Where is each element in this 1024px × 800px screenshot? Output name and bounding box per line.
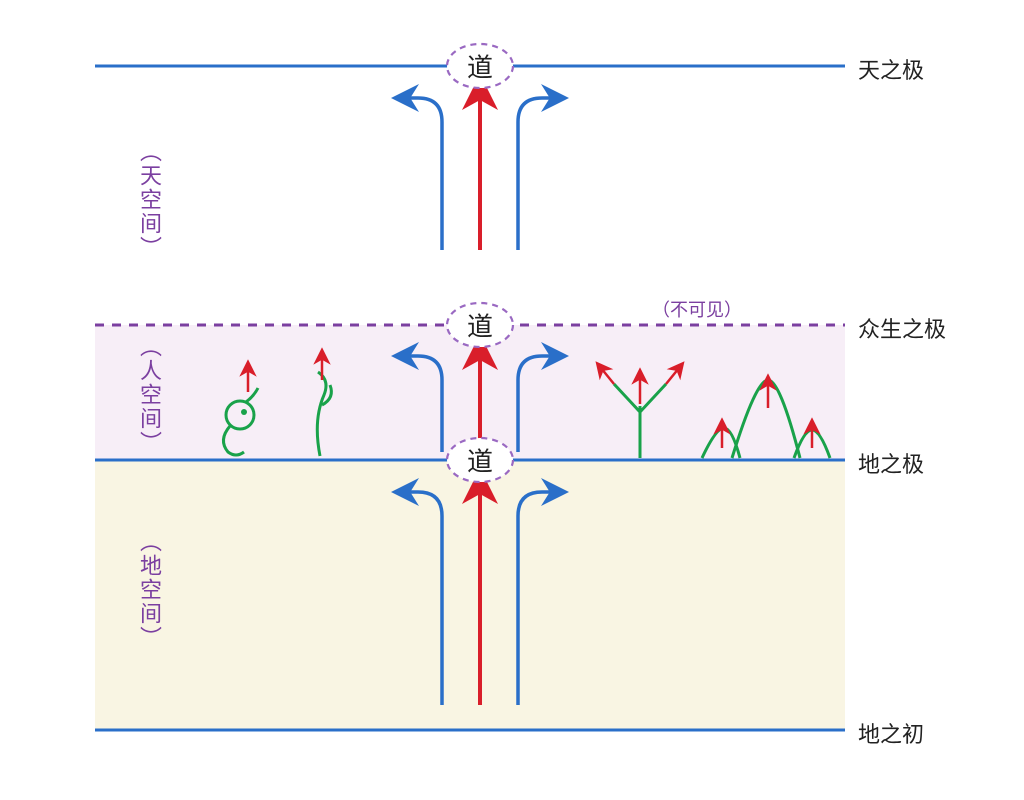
label-beings-pole: 众生之极	[858, 312, 946, 344]
creature-sprout	[317, 372, 331, 456]
blue-flow-human-left	[405, 356, 442, 452]
creature-tadpole	[223, 388, 258, 455]
blue-flow-human-right	[518, 356, 555, 452]
label-invisible: （不可见）	[652, 296, 742, 322]
label-heaven-pole: 天之极	[858, 53, 924, 85]
label-earth-pole: 地之极	[858, 447, 924, 479]
dao-label-earth: 道	[467, 442, 493, 479]
label-human-space: （人空间）	[135, 335, 167, 455]
dao-label-beings: 道	[467, 307, 493, 344]
blue-flow-heaven-left	[405, 98, 442, 250]
dao-label-heaven: 道	[467, 48, 493, 85]
blue-flow-earth-right	[518, 492, 555, 705]
blue-flow-heaven-right	[518, 98, 555, 250]
creature-tree-arrow-r	[666, 368, 679, 384]
label-sky-space: （天空间）	[135, 140, 167, 260]
blue-flow-earth-left	[405, 492, 442, 705]
label-earth-space: （地空间）	[135, 530, 167, 650]
diagram-stage: { "layout": { "canvas": { "w": 1024, "h"…	[0, 0, 1024, 800]
creature-tree-arrow-l	[601, 368, 614, 384]
label-earth-origin: 地之初	[858, 717, 924, 749]
